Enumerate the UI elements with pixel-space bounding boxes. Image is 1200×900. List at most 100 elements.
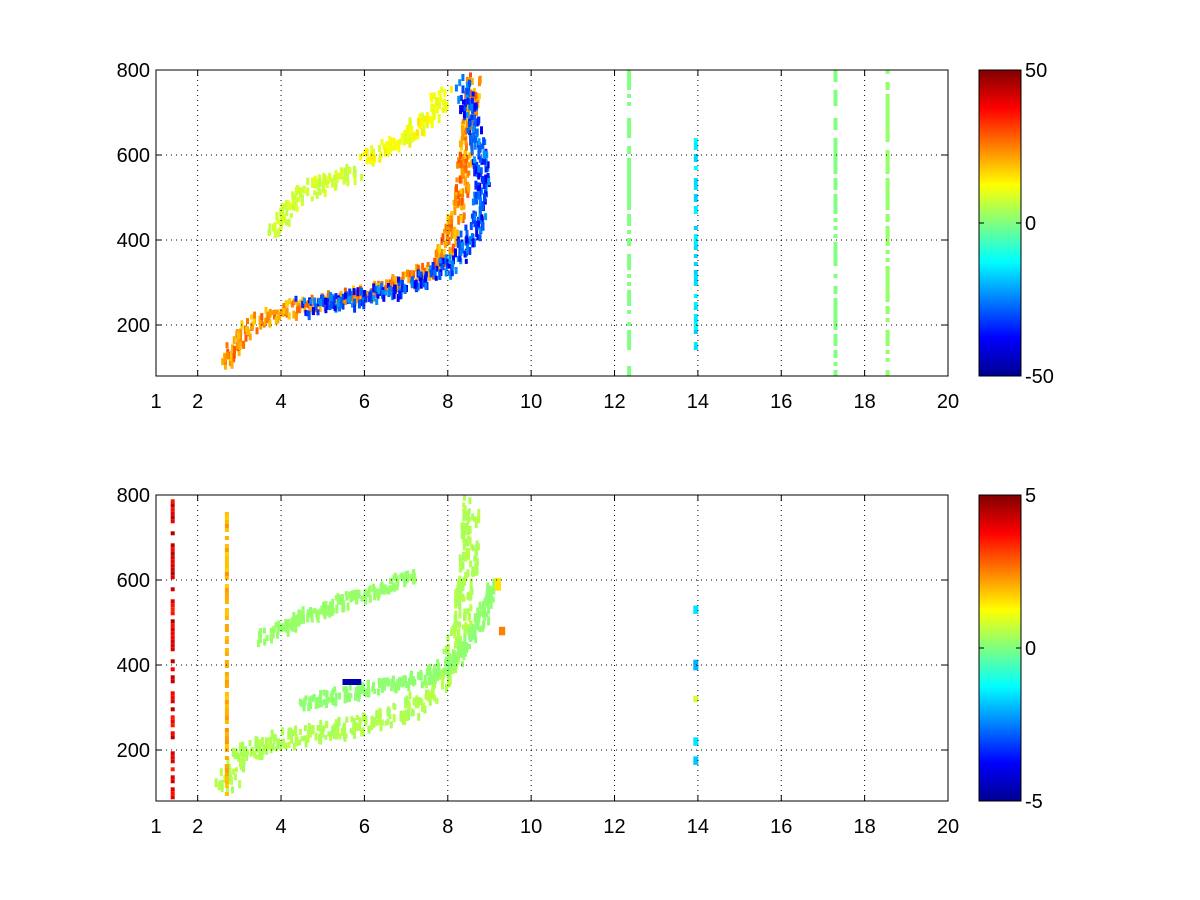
heatmap-cell <box>407 714 411 720</box>
heatmap-cell <box>833 90 838 94</box>
heatmap-cell <box>224 716 229 720</box>
heatmap-cell <box>456 621 459 627</box>
axes-frame <box>155 69 949 377</box>
heatmap-cell <box>481 621 485 630</box>
heatmap-cell <box>357 589 361 599</box>
heatmap-cell <box>170 779 175 784</box>
heatmap-cell <box>261 748 265 755</box>
heatmap-cell <box>412 569 416 575</box>
heatmap-cell <box>693 346 698 350</box>
heatmap-cell <box>294 312 298 321</box>
heatmap-cell <box>254 736 258 743</box>
heatmap-cell <box>444 667 448 676</box>
heatmap-cell <box>475 614 479 621</box>
heatmap-cell <box>300 198 304 206</box>
heatmap-cell <box>170 635 175 640</box>
heatmap-cell <box>228 359 232 366</box>
heatmap-cell <box>378 154 382 161</box>
heatmap-cell <box>468 130 472 135</box>
heatmap-cell <box>463 150 467 159</box>
heatmap-cell <box>693 234 698 238</box>
heatmap-cell <box>438 670 442 676</box>
heatmap-cell <box>454 235 458 243</box>
heatmap-cell <box>461 561 465 570</box>
heatmap-cell <box>322 601 325 611</box>
heatmap-cell <box>224 684 229 688</box>
heatmap-cell <box>348 684 352 691</box>
heatmap-cell <box>693 326 698 330</box>
heatmap-cell <box>833 246 838 250</box>
heatmap-cell <box>486 582 490 590</box>
heatmap-cell <box>457 159 461 168</box>
heatmap-cell <box>424 273 428 282</box>
heatmap-cell <box>457 215 461 225</box>
heatmap-cell <box>393 682 396 689</box>
heatmap-cell <box>316 309 320 316</box>
heatmap-cell <box>334 692 338 700</box>
heatmap-cell <box>466 97 470 105</box>
heatmap-cell <box>426 261 430 267</box>
heatmap-cell <box>627 322 632 326</box>
heatmap-cell <box>335 604 339 614</box>
heatmap-cell <box>482 600 485 609</box>
heatmap-cell <box>297 306 301 312</box>
heatmap-cell <box>308 696 312 706</box>
heatmap-cell <box>429 673 433 682</box>
heatmap-cell <box>475 567 479 576</box>
heatmap-cell <box>417 117 420 126</box>
heatmap-cell <box>461 578 465 587</box>
heatmap-cell <box>477 93 481 100</box>
heatmap-cell <box>237 332 241 340</box>
colorbar <box>978 69 1022 377</box>
heatmap-cell <box>316 612 320 620</box>
heatmap-cell <box>324 297 327 305</box>
heatmap-cell <box>437 114 441 124</box>
heatmap-cell <box>308 732 312 738</box>
heatmap-cell <box>170 599 175 604</box>
heatmap-cell <box>442 250 446 257</box>
heatmap-cell <box>434 97 438 107</box>
heatmap-cell <box>375 299 379 305</box>
heatmap-cell <box>233 345 236 354</box>
heatmap-cell <box>885 338 890 342</box>
heatmap-cell <box>442 253 446 262</box>
heatmap-cell <box>388 146 392 155</box>
heatmap-cell <box>371 290 375 297</box>
heatmap-cell <box>459 160 463 168</box>
heatmap-cell <box>382 294 386 302</box>
heatmap-cell <box>885 110 890 114</box>
heatmap-cell <box>346 173 350 181</box>
heatmap-cell <box>357 686 361 696</box>
heatmap-cell <box>833 138 838 142</box>
heatmap-cells <box>170 495 699 800</box>
heatmap-cell <box>285 208 289 217</box>
heatmap-cell <box>420 112 424 121</box>
heatmap-cell <box>885 102 890 106</box>
heatmap-cell <box>370 715 374 722</box>
heatmap-cell <box>302 185 306 194</box>
heatmap-cell <box>430 119 434 128</box>
heatmap-cell <box>693 270 698 274</box>
heatmap-cell <box>170 607 175 612</box>
heatmap-cell <box>236 340 240 350</box>
heatmap-cell <box>397 276 400 283</box>
heatmap-cell <box>282 304 286 314</box>
heatmap-cell <box>330 693 334 703</box>
heatmap-cell <box>299 188 303 196</box>
heatmap-cell <box>466 513 470 520</box>
heatmap-cell <box>226 757 230 764</box>
heatmap-cell <box>239 765 243 771</box>
heatmap-cell <box>391 274 395 283</box>
heatmap-cell <box>459 247 463 256</box>
heatmap-cell <box>433 694 437 702</box>
heatmap-cell <box>300 194 304 202</box>
heatmap-cell <box>627 262 632 266</box>
heatmap-cell <box>344 686 348 695</box>
heatmap-cell <box>833 370 838 374</box>
heatmap-cell <box>279 224 283 230</box>
heatmap-cell <box>469 72 472 78</box>
heatmap-cell <box>395 575 399 583</box>
heatmap-cell <box>380 282 383 291</box>
heatmap-cell <box>333 174 337 181</box>
heatmap-cell <box>224 516 229 520</box>
